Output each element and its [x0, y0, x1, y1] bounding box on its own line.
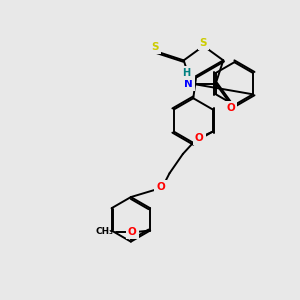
Text: S: S [200, 38, 207, 48]
Text: CH₃: CH₃ [96, 227, 114, 236]
Text: S: S [152, 42, 159, 52]
Text: O: O [128, 227, 137, 237]
Text: O: O [156, 182, 165, 192]
Text: O: O [195, 133, 204, 142]
Text: O: O [226, 103, 235, 112]
Text: H: H [182, 68, 190, 78]
Text: N: N [184, 79, 193, 88]
